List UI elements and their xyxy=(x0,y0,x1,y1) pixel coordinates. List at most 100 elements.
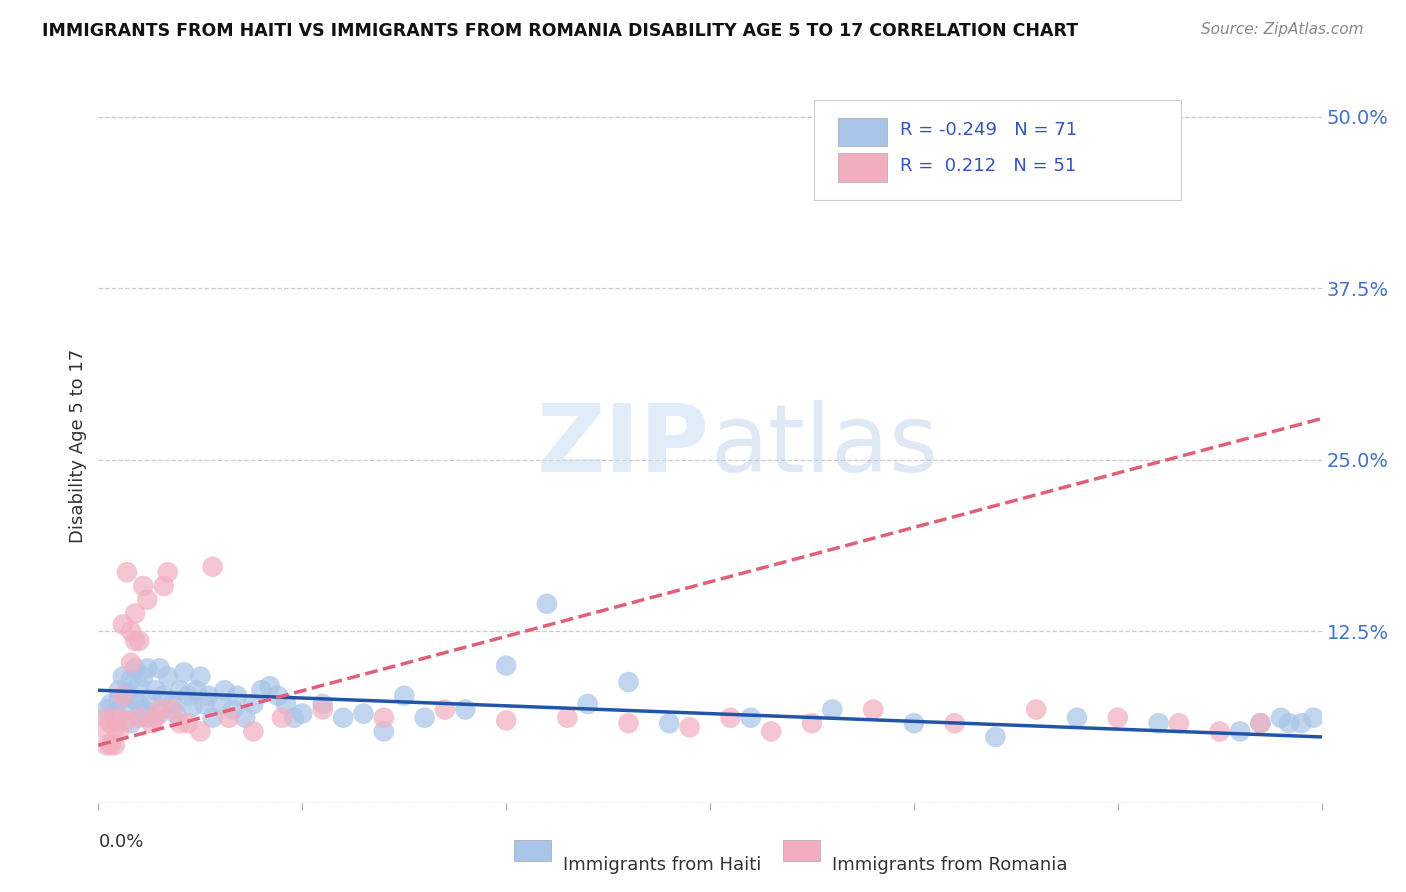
FancyBboxPatch shape xyxy=(814,100,1181,200)
Text: IMMIGRANTS FROM HAITI VS IMMIGRANTS FROM ROMANIA DISABILITY AGE 5 TO 17 CORRELAT: IMMIGRANTS FROM HAITI VS IMMIGRANTS FROM… xyxy=(42,22,1078,40)
Point xyxy=(145,711,167,725)
Point xyxy=(111,669,134,683)
Point xyxy=(1291,716,1313,731)
Point xyxy=(141,693,163,707)
Point xyxy=(1025,702,1047,716)
Text: ZIP: ZIP xyxy=(537,400,710,492)
Point xyxy=(201,559,224,574)
Point xyxy=(177,689,200,703)
FancyBboxPatch shape xyxy=(783,840,820,862)
FancyBboxPatch shape xyxy=(838,153,887,182)
Point xyxy=(108,724,131,739)
Point xyxy=(156,566,179,580)
Point xyxy=(136,711,159,725)
Point xyxy=(1278,716,1301,731)
Point xyxy=(720,711,742,725)
Point xyxy=(124,633,146,648)
Point xyxy=(617,675,640,690)
Point xyxy=(169,683,191,698)
Point xyxy=(120,624,142,639)
Point xyxy=(413,711,436,725)
Point xyxy=(1107,711,1129,725)
Point xyxy=(943,716,966,731)
Point xyxy=(495,714,517,728)
Point xyxy=(250,683,273,698)
Point xyxy=(495,658,517,673)
Point xyxy=(1270,711,1292,725)
Point xyxy=(557,711,579,725)
Point xyxy=(124,693,146,707)
Point xyxy=(1302,711,1324,725)
Point xyxy=(536,597,558,611)
Point xyxy=(173,665,195,680)
Point xyxy=(392,689,416,703)
Text: 0.0%: 0.0% xyxy=(98,833,143,851)
Point xyxy=(149,706,172,721)
Point xyxy=(128,679,150,693)
Point xyxy=(222,702,245,716)
Point xyxy=(111,617,134,632)
Point xyxy=(91,720,114,734)
Point xyxy=(226,689,249,703)
Point xyxy=(1147,716,1170,731)
Point xyxy=(332,711,354,725)
Point xyxy=(96,711,118,725)
Point xyxy=(1249,716,1271,731)
Point xyxy=(160,702,183,716)
Point xyxy=(434,702,457,716)
Point xyxy=(104,738,127,752)
FancyBboxPatch shape xyxy=(838,118,887,146)
Point xyxy=(128,697,150,711)
Point xyxy=(169,716,191,731)
Point xyxy=(233,711,256,725)
Text: R = -0.249   N = 71: R = -0.249 N = 71 xyxy=(900,121,1077,139)
Point xyxy=(218,711,240,725)
Point xyxy=(165,706,187,721)
Point xyxy=(740,711,762,725)
Point xyxy=(124,661,146,675)
Point xyxy=(197,689,219,703)
Point xyxy=(1066,711,1088,725)
Point xyxy=(658,716,681,731)
Point xyxy=(120,656,142,670)
Point xyxy=(679,720,702,734)
Point xyxy=(136,592,159,607)
Point xyxy=(576,697,599,711)
Point xyxy=(115,714,138,728)
Point xyxy=(209,697,232,711)
Point xyxy=(100,697,122,711)
Point xyxy=(1249,716,1271,731)
Point xyxy=(115,702,138,716)
Point xyxy=(201,711,224,725)
Point xyxy=(270,711,294,725)
Point xyxy=(120,716,142,731)
Point xyxy=(181,699,204,714)
Point xyxy=(242,724,264,739)
Point xyxy=(141,716,163,731)
Point xyxy=(373,711,395,725)
Point xyxy=(617,716,640,731)
Point xyxy=(188,724,212,739)
Point xyxy=(274,697,297,711)
Point xyxy=(115,686,138,700)
Point xyxy=(149,702,172,716)
Text: Immigrants from Haiti: Immigrants from Haiti xyxy=(564,856,762,874)
Point xyxy=(152,689,174,703)
Point xyxy=(984,730,1007,744)
Point xyxy=(132,669,155,683)
Point xyxy=(761,724,783,739)
Point xyxy=(100,738,122,752)
Point xyxy=(214,683,236,698)
Point xyxy=(373,724,395,739)
Point xyxy=(132,579,155,593)
Point xyxy=(108,683,131,698)
Point xyxy=(115,566,138,580)
Point xyxy=(160,697,183,711)
Point xyxy=(352,706,374,721)
Point xyxy=(801,716,824,731)
Point xyxy=(124,607,146,621)
Point xyxy=(821,702,844,716)
Point xyxy=(96,702,118,716)
Point xyxy=(862,702,884,716)
Point xyxy=(259,679,281,693)
